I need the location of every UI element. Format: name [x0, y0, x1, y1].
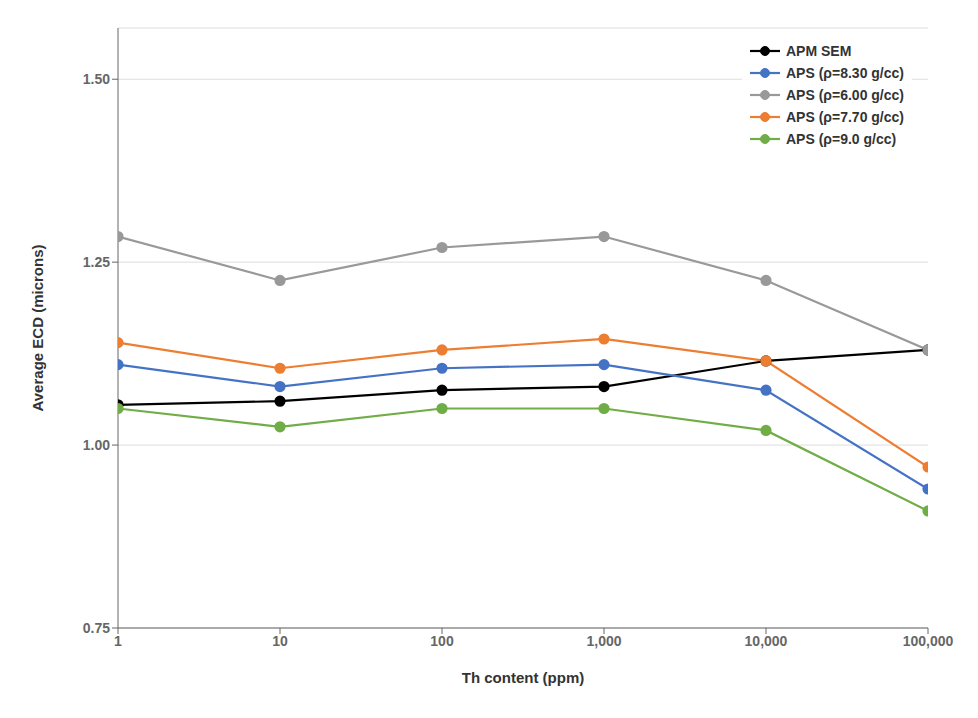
svg-text:Th content (ppm): Th content (ppm) — [462, 669, 584, 686]
svg-text:10,000: 10,000 — [745, 633, 788, 649]
svg-text:1.25: 1.25 — [83, 254, 110, 270]
svg-text:Average ECD (microns): Average ECD (microns) — [29, 245, 46, 412]
svg-text:1: 1 — [114, 633, 122, 649]
svg-text:1,000: 1,000 — [586, 633, 621, 649]
svg-text:100: 100 — [430, 633, 454, 649]
svg-text:1.50: 1.50 — [83, 71, 110, 87]
svg-text:10: 10 — [272, 633, 288, 649]
html-text:APS (ρ=6.00 g/cc): APS (ρ=6.00 g/cc) — [786, 87, 904, 103]
svg-text:0.75: 0.75 — [83, 620, 110, 636]
html-text:APM SEM: APM SEM — [786, 43, 852, 59]
html-text:APS (ρ=7.70 g/cc): APS (ρ=7.70 g/cc) — [786, 109, 904, 125]
html-text:APS (ρ=8.30 g/cc): APS (ρ=8.30 g/cc) — [786, 65, 904, 81]
svg-text:100,000: 100,000 — [903, 633, 954, 649]
svg-text:1.00: 1.00 — [83, 437, 110, 453]
html-text:APS (ρ=9.0 g/cc): APS (ρ=9.0 g/cc) — [786, 131, 897, 147]
